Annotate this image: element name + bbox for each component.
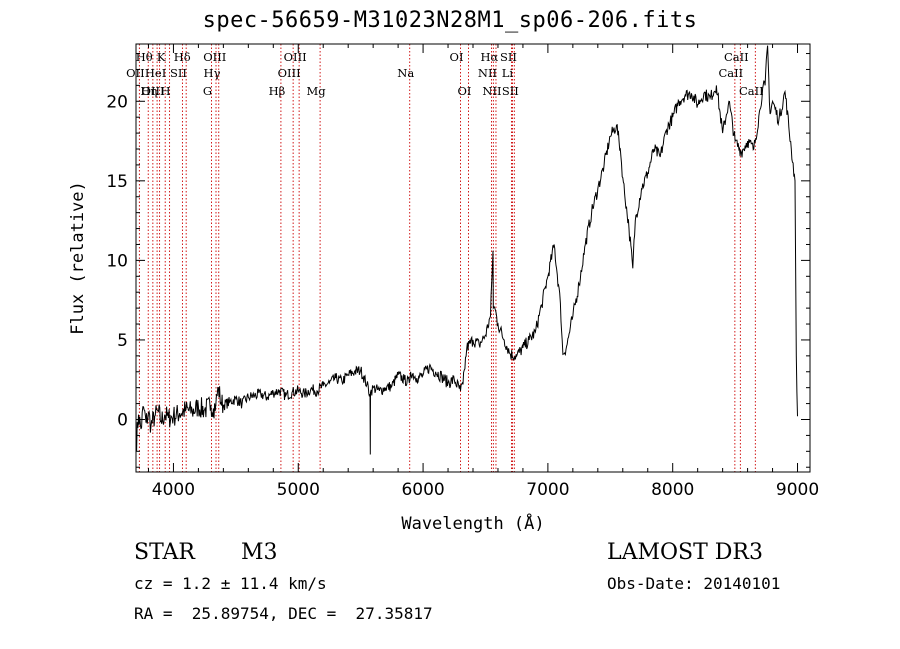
object-subclass: M3 (241, 540, 278, 565)
x-tick-label-1: 5000 (277, 480, 320, 500)
line-label-15: Mg (307, 84, 327, 98)
line-label-13: OIII (278, 66, 301, 80)
line-label-21: NII (478, 66, 497, 80)
line-label-23: NII (482, 84, 501, 98)
y-tick-label-1: 5 (117, 331, 128, 351)
obs-date: Obs-Date: 20140101 (607, 574, 781, 593)
line-label-10: Hγ (204, 66, 221, 80)
y-tick-label-4: 20 (106, 92, 128, 112)
axis-ticks: 4000 5000 6000 7000 8000 9000 0 5 10 15 20 (106, 44, 819, 500)
line-label-11: G (203, 84, 212, 98)
line-label-4: HeI (145, 66, 166, 80)
line-label-16: Na (397, 66, 414, 80)
x-tick-label-2: 6000 (401, 480, 444, 500)
line-label-14: Hβ (269, 84, 286, 98)
coordinates: RA = 25.89754, DEC = 27.35817 (134, 604, 433, 623)
line-label-3: K (157, 50, 166, 64)
line-label-9: OIII (203, 50, 226, 64)
spectrum-series (135, 45, 798, 455)
plot-frame (135, 43, 811, 473)
y-tick-label-3: 15 (106, 172, 128, 192)
line-label-8: H (161, 84, 171, 98)
line-label-20: SII (500, 50, 517, 64)
line-label-19: Hα (480, 50, 498, 64)
line-label-27: CaII (739, 84, 764, 98)
x-axis-title: Wavelength (Å) (401, 512, 544, 534)
y-tick-label-2: 10 (106, 251, 128, 271)
object-class: STAR (134, 540, 195, 565)
line-label-0: Hθ (136, 50, 153, 64)
line-label-6: Hδ (174, 50, 191, 64)
line-label-18: OI (458, 84, 472, 98)
line-label-24: SII (502, 84, 519, 98)
line-label-1: OII (126, 66, 145, 80)
y-axis-title: Flux (relative) (68, 181, 88, 335)
emission-line-markers (138, 44, 756, 472)
x-tick-label-5: 9000 (776, 480, 819, 500)
survey-name: LAMOST DR3 (607, 540, 763, 565)
x-tick-label-0: 4000 (152, 480, 195, 500)
line-label-2: OIII (142, 84, 165, 98)
line-label-17: OI (450, 50, 464, 64)
line-label-7: SII (170, 66, 187, 80)
y-tick-label-0: 0 (117, 410, 128, 430)
x-tick-label-3: 7000 (526, 480, 569, 500)
line-label-26: CaII (718, 66, 743, 80)
line-label-25: CaII (724, 50, 749, 64)
velocity-readout: cz = 1.2 ± 11.4 km/s (134, 574, 327, 593)
line-label-12: OIII (284, 50, 307, 64)
line-label-5: Hη (140, 84, 157, 98)
chart-title: spec-56659-M31023N28M1_sp06-206.fits (202, 8, 698, 33)
x-tick-label-4: 8000 (651, 480, 694, 500)
line-label-22: Li (502, 66, 514, 80)
